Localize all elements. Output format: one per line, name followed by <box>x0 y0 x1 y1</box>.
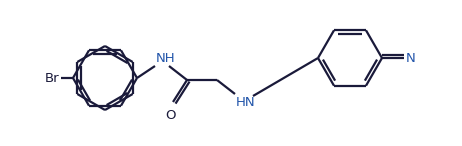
Text: N: N <box>406 52 416 65</box>
Text: HN: HN <box>236 96 255 109</box>
Text: O: O <box>165 109 175 122</box>
Text: Br: Br <box>44 72 59 85</box>
Text: NH: NH <box>156 52 176 65</box>
